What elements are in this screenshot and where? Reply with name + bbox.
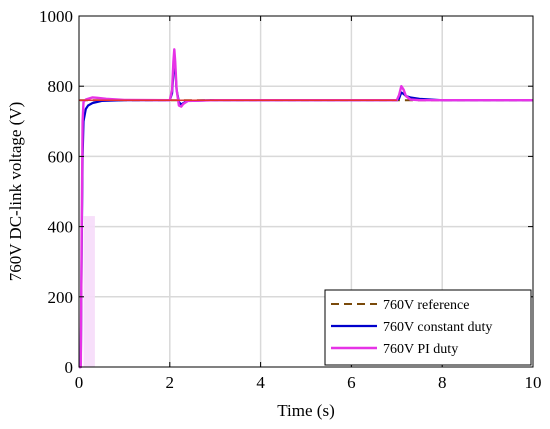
y-tick-label: 200 bbox=[48, 288, 74, 307]
legend-label-1: 760V constant duty bbox=[383, 320, 492, 335]
plot-area-frame bbox=[78, 15, 534, 368]
x-tick-label: 4 bbox=[256, 373, 265, 392]
y-tick-label: 400 bbox=[48, 218, 74, 237]
x-tick-label: 2 bbox=[166, 373, 175, 392]
legend-box bbox=[324, 289, 532, 366]
y-axis-label: 760V DC-link voltage (V) bbox=[6, 102, 25, 282]
x-tick-label: 0 bbox=[75, 373, 84, 392]
startup-transient-shade bbox=[83, 216, 95, 367]
legend: 760V reference 760V constant duty 760V PI … bbox=[324, 289, 532, 366]
x-tick-label: 6 bbox=[347, 373, 356, 392]
x-tick-label: 10 bbox=[525, 373, 542, 392]
legend-label-2: 760V PI duty bbox=[383, 342, 458, 357]
legend-label-0: 760V reference bbox=[383, 298, 469, 313]
y-tick-label: 0 bbox=[65, 358, 74, 377]
grid-lines bbox=[79, 16, 533, 367]
x-axis-label: Time (s) bbox=[277, 401, 334, 420]
x-tick-label: 8 bbox=[438, 373, 447, 392]
axis-ticks: 0 2 4 6 8 10 0 200 400 600 800 1000 bbox=[39, 7, 542, 392]
y-tick-label: 800 bbox=[48, 77, 74, 96]
series-layer bbox=[79, 48, 533, 369]
y-tick-label: 600 bbox=[48, 147, 74, 166]
y-tick-label: 1000 bbox=[39, 7, 73, 26]
